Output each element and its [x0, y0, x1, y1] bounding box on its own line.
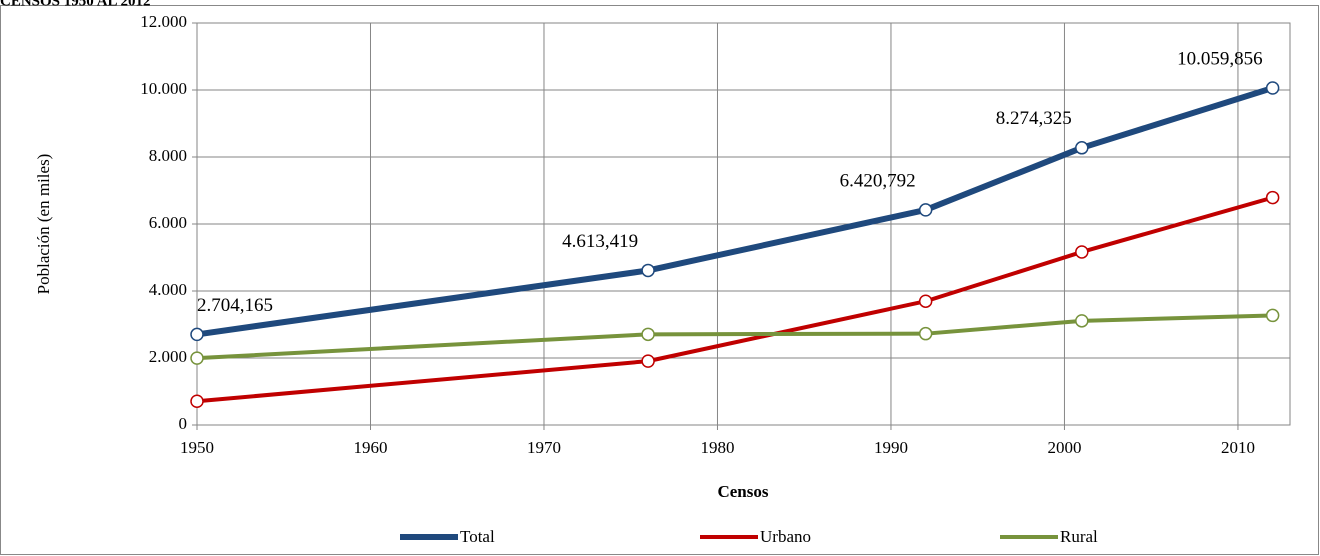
data-point — [1075, 141, 1089, 155]
data-point — [641, 327, 655, 342]
legend-label: Rural — [1060, 527, 1098, 546]
x-tick-label: 1980 — [700, 438, 734, 457]
x-tick-label: 1990 — [874, 438, 908, 457]
y-tick-label: 12.000 — [140, 12, 187, 31]
y-tick-label: 6.000 — [149, 213, 187, 232]
data-point — [1265, 190, 1280, 205]
data-point — [918, 326, 933, 341]
data-label: 6.420,792 — [840, 170, 916, 191]
data-label: 8.274,325 — [996, 108, 1072, 129]
x-tick-label: 1960 — [353, 438, 387, 457]
data-point — [190, 351, 204, 365]
data-point — [918, 294, 933, 308]
y-tick-label: 8.000 — [149, 146, 187, 165]
data-point — [1265, 81, 1280, 95]
data-point — [1075, 245, 1089, 259]
y-axis-title: Población (en miles) — [34, 154, 53, 295]
data-point — [1075, 314, 1089, 328]
x-tick-label: 1970 — [527, 438, 561, 457]
data-point — [641, 354, 655, 368]
data-label: 10.059,856 — [1177, 48, 1263, 69]
y-tick-label: 0 — [179, 414, 188, 433]
x-tick-label: 2010 — [1221, 438, 1255, 457]
y-tick-label: 4.000 — [149, 280, 187, 299]
x-axis-title: Censos — [717, 482, 768, 501]
data-point — [641, 263, 655, 278]
data-label: 2.704,165 — [197, 295, 273, 316]
data-point — [1265, 308, 1280, 323]
x-tick-label: 2000 — [1047, 438, 1081, 457]
y-tick-label: 2.000 — [149, 347, 187, 366]
data-label: 4.613,419 — [562, 231, 638, 252]
y-tick-label: 10.000 — [140, 79, 187, 98]
legend-label: Total — [460, 527, 495, 546]
x-tick-label: 1950 — [180, 438, 214, 457]
data-point — [918, 203, 933, 217]
data-point — [190, 327, 204, 342]
data-point — [190, 394, 204, 409]
chart-title: CENSOS 1950 AL 2012 — [0, 0, 150, 9]
legend-label: Urbano — [760, 527, 811, 546]
